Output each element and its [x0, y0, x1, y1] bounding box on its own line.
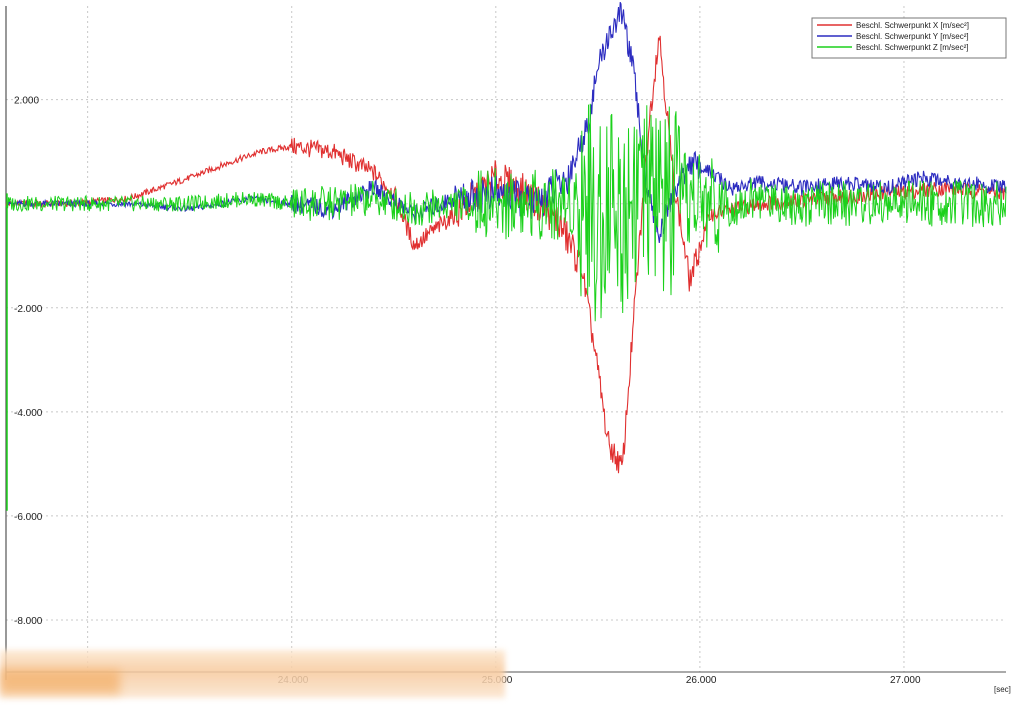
y-tick-label: -4.000 [14, 408, 43, 419]
x-tick-label: 27.000 [890, 675, 921, 686]
x-tick-label: 26.000 [686, 675, 717, 686]
x-axis-unit-label: [sec] [994, 685, 1011, 694]
grid [6, 6, 1006, 672]
legend-entry: Beschl. Schwerpunkt Y [m/sec²] [856, 32, 969, 41]
legend: Beschl. Schwerpunkt X [m/sec²] Beschl. Sc… [811, 17, 1007, 59]
y-tick-label: -8.000 [14, 616, 43, 627]
y-tick-label: -6.000 [14, 512, 43, 523]
series-lines [5, 1, 1007, 511]
series-line-3 [5, 103, 1007, 322]
y-tick-label: -2.000 [14, 304, 43, 315]
legend-entry: Beschl. Schwerpunkt X [m/sec²] [856, 21, 969, 30]
legend-entry: Beschl. Schwerpunkt Z [m/sec²] [856, 43, 968, 52]
series-line-1 [5, 35, 1007, 474]
blurred-caption-overlay-highlight [0, 670, 120, 694]
y-tick-label: 2.000 [14, 96, 39, 107]
